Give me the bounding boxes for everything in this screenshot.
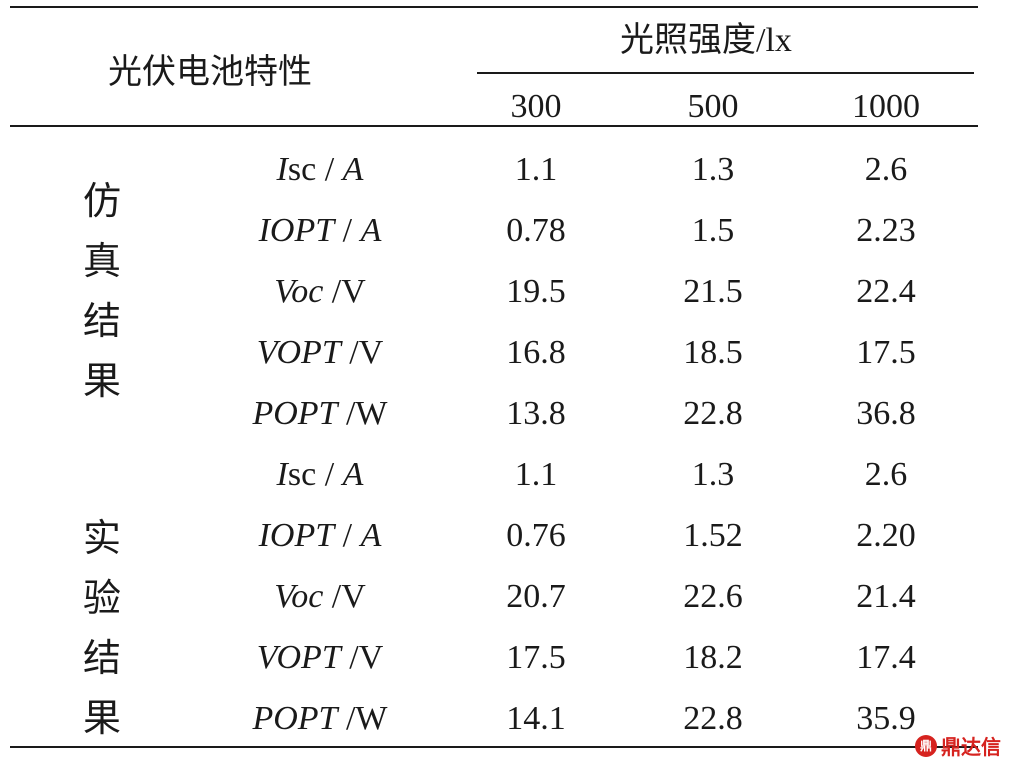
column-header-300: 300: [510, 88, 562, 125]
param-label: POPT /W: [252, 700, 388, 737]
watermark-logo-icon: 鼎: [915, 734, 937, 757]
table-cell: 22.8: [683, 700, 743, 737]
group-label-experiment-char: 实: [82, 516, 121, 560]
column-header-1000: 1000: [852, 88, 920, 125]
table-cell: 22.6: [683, 578, 743, 615]
table-cell: 2.20: [856, 517, 916, 554]
table-cell: 20.7: [506, 578, 566, 615]
param-label: Isc / A: [276, 151, 364, 188]
table-cell: 17.5: [506, 639, 566, 676]
param-label: IOPT / A: [258, 517, 382, 554]
group-label-experiment-char: 结: [82, 636, 121, 680]
table-cell: 0.76: [506, 517, 566, 554]
table-cell: 18.5: [683, 334, 743, 371]
top-rule: [10, 6, 978, 8]
table-cell: 13.8: [506, 395, 566, 432]
header-bottom-rule: [10, 125, 978, 127]
table-cell: 21.5: [683, 273, 743, 310]
param-label: VOPT /V: [256, 639, 384, 676]
param-label: Voc /V: [274, 273, 366, 310]
table-cell: 0.78: [506, 212, 566, 249]
table-cell: 2.6: [864, 151, 908, 188]
table-cell: 1.52: [683, 517, 743, 554]
table-cell: 17.4: [856, 639, 916, 676]
table-cell: 18.2: [683, 639, 743, 676]
group-label-simulation-char: 仿: [82, 179, 121, 223]
corner-header-label: 光伏电池特性: [108, 52, 312, 92]
param-label: Isc / A: [276, 456, 364, 493]
group-label-simulation-char: 结: [82, 299, 121, 343]
group-label-simulation-char: 果: [82, 359, 121, 403]
param-label: Voc /V: [274, 578, 366, 615]
group-label-experiment-char: 验: [82, 576, 121, 620]
table-cell: 16.8: [506, 334, 566, 371]
table-cell: 17.5: [856, 334, 916, 371]
group-header-rule: [477, 72, 974, 74]
column-header-500: 500: [687, 88, 739, 125]
watermark: 鼎 鼎达信: [915, 731, 1001, 760]
param-label: POPT /W: [252, 395, 388, 432]
table-cell: 14.1: [506, 700, 566, 737]
table-cell: 1.3: [691, 456, 735, 493]
param-label: IOPT / A: [258, 212, 382, 249]
bottom-rule: [10, 746, 978, 748]
watermark-text: 鼎达信: [941, 735, 1001, 759]
group-label-simulation-char: 真: [82, 239, 121, 283]
group-label-experiment-char: 果: [82, 696, 121, 740]
table-cell: 35.9: [856, 700, 916, 737]
table-cell: 1.3: [691, 151, 735, 188]
table-cell: 1.5: [691, 212, 735, 249]
table-cell: 19.5: [506, 273, 566, 310]
table-cell: 2.23: [856, 212, 916, 249]
table-cell: 1.1: [514, 151, 558, 188]
table-cell: 22.4: [856, 273, 916, 310]
table-cell: 21.4: [856, 578, 916, 615]
table-cell: 2.6: [864, 456, 908, 493]
table-cell: 1.1: [514, 456, 558, 493]
table-cell: 36.8: [856, 395, 916, 432]
table-cell: 22.8: [683, 395, 743, 432]
param-label: VOPT /V: [256, 334, 384, 371]
group-header-label: 光照强度/lx: [620, 22, 792, 59]
